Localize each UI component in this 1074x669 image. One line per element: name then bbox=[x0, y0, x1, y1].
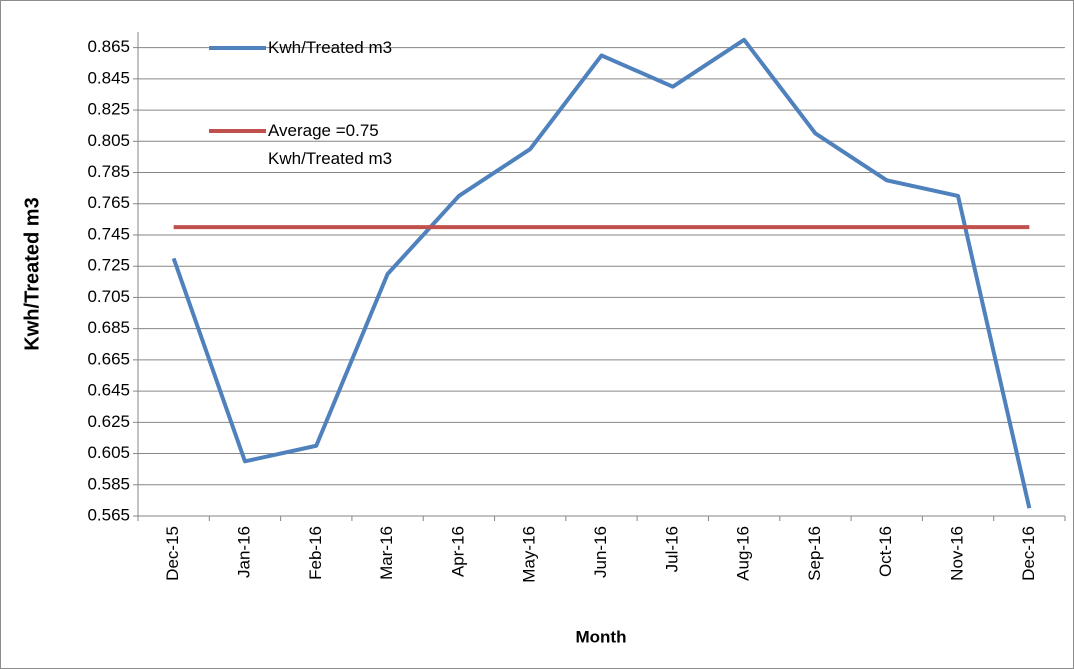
y-tick-label: 0.665 bbox=[87, 349, 130, 368]
y-tick-label: 0.705 bbox=[87, 287, 130, 306]
x-axis-title: Month bbox=[576, 627, 627, 646]
x-tick-label: Jul-16 bbox=[662, 526, 681, 572]
y-tick-label: 0.625 bbox=[87, 412, 130, 431]
y-tick-label: 0.845 bbox=[87, 68, 130, 87]
x-tick-label: Feb-16 bbox=[306, 526, 325, 580]
y-tick-label: 0.825 bbox=[87, 100, 130, 119]
x-tick-label: Dec-15 bbox=[163, 526, 182, 581]
y-tick-label: 0.745 bbox=[87, 224, 130, 243]
y-tick-label: 0.865 bbox=[87, 37, 130, 56]
y-tick-label: 0.645 bbox=[87, 381, 130, 400]
x-tick-label: Nov-16 bbox=[948, 526, 967, 581]
y-tick-label: 0.685 bbox=[87, 318, 130, 337]
y-axis-title: Kwh/Treated m3 bbox=[21, 197, 43, 350]
x-tick-label: Apr-16 bbox=[448, 526, 467, 577]
x-tick-label: Mar-16 bbox=[377, 526, 396, 580]
y-tick-label: 0.565 bbox=[87, 505, 130, 524]
series-line bbox=[171, 37, 1032, 509]
y-tick-label: 0.725 bbox=[87, 256, 130, 275]
x-tick-label: Oct-16 bbox=[876, 526, 895, 577]
x-tick-label: Dec-16 bbox=[1019, 526, 1038, 581]
y-tick-label: 0.765 bbox=[87, 193, 130, 212]
x-tick-label: May-16 bbox=[520, 526, 539, 583]
legend-label: Kwh/Treated m3 bbox=[268, 38, 393, 57]
legend-label: Average =0.75 Kwh/Treated m3 bbox=[268, 121, 393, 168]
x-tick-label: Jun-16 bbox=[591, 526, 610, 578]
x-tick-label: Jan-16 bbox=[234, 526, 253, 578]
y-tick-label: 0.785 bbox=[87, 162, 130, 181]
x-tick-label: Sep-16 bbox=[805, 526, 824, 581]
x-tick-label: Aug-16 bbox=[734, 526, 753, 581]
y-tick-label: 0.585 bbox=[87, 474, 130, 493]
y-tick-label: 0.605 bbox=[87, 443, 130, 462]
y-tick-label: 0.805 bbox=[87, 131, 130, 150]
